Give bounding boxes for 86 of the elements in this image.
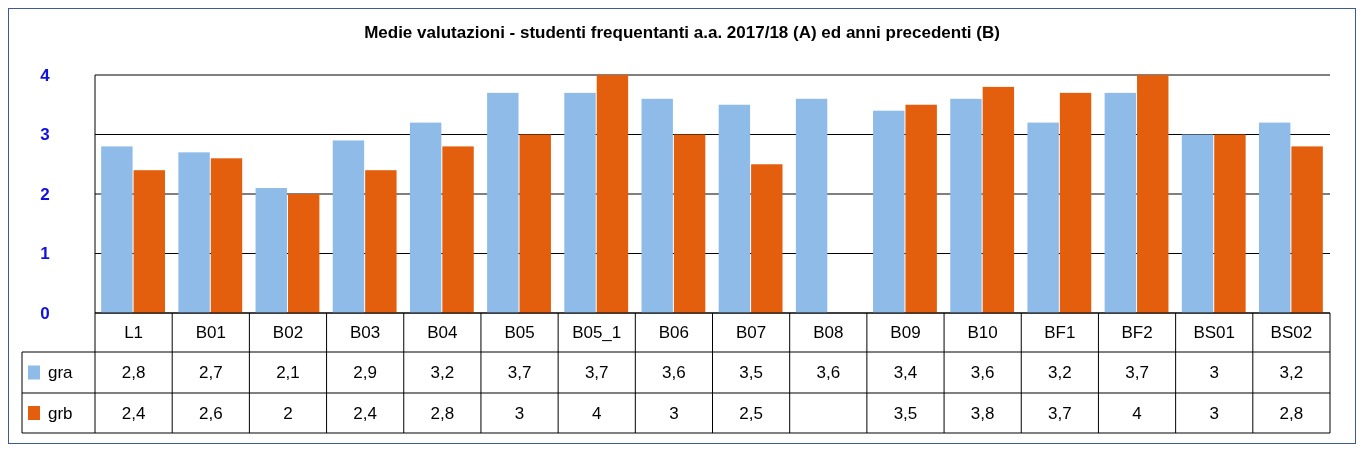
- chart-title: Medie valutazioni - studenti frequentanti a.a. 2017/18 (A) ed anni precedenti (B): [364, 23, 1000, 42]
- data-label: 3,6: [816, 363, 841, 383]
- bar: [873, 110, 905, 313]
- data-label: 2,5: [739, 403, 763, 423]
- bar: [1059, 92, 1092, 313]
- data-label: 3,6: [970, 363, 995, 383]
- x-tick-label: B01: [195, 323, 226, 343]
- x-tick-label: B03: [350, 323, 381, 343]
- bar: [673, 134, 706, 313]
- bar: [564, 92, 596, 313]
- bar: [950, 98, 982, 313]
- x-tick-label: B10: [967, 323, 998, 343]
- data-label: 3,7: [1125, 363, 1149, 383]
- data-label: 3,6: [662, 363, 686, 383]
- data-label: 2,8: [121, 363, 146, 383]
- data-label: 3,8: [970, 403, 995, 423]
- bar: [1181, 134, 1214, 313]
- x-tick-label: B04: [427, 323, 458, 343]
- x-tick-label: L1: [124, 323, 144, 343]
- y-tick-label: 4: [40, 65, 51, 85]
- y-tick-label: 2: [40, 184, 50, 204]
- data-label: 2,8: [430, 403, 455, 423]
- data-label: 3,7: [507, 363, 532, 383]
- bar: [133, 170, 166, 313]
- x-tick-label: B02: [272, 323, 304, 343]
- legend-label: gra: [48, 363, 74, 383]
- bar: [365, 170, 397, 313]
- bar: [1214, 134, 1246, 313]
- bar: [1104, 92, 1137, 313]
- x-tick-label: B05: [504, 323, 535, 343]
- y-tick-label: 1: [40, 244, 50, 264]
- y-tick-label: 3: [40, 125, 50, 145]
- bar: [596, 75, 629, 313]
- data-label: 3,5: [739, 363, 763, 383]
- data-label: 4: [1132, 403, 1142, 423]
- data-label: 3,2: [430, 363, 455, 383]
- y-tick-label: 0: [40, 303, 50, 323]
- bar: [442, 146, 474, 313]
- x-tick-label: B06: [658, 323, 690, 343]
- data-label: 3: [514, 403, 525, 423]
- data-label: 3: [1209, 363, 1219, 383]
- x-tick-label: BF2: [1121, 323, 1153, 343]
- bar: [487, 92, 519, 313]
- x-tick-label: BF1: [1044, 323, 1076, 343]
- x-tick-label: B08: [813, 323, 844, 343]
- data-label: 3,2: [1279, 363, 1304, 383]
- data-label: 3,7: [1048, 403, 1072, 423]
- x-tick-label: BS02: [1270, 323, 1313, 343]
- bar: [210, 158, 243, 313]
- bar: [751, 164, 783, 313]
- bar: [905, 104, 937, 313]
- bar: [409, 122, 442, 313]
- data-label: 2,6: [198, 403, 223, 423]
- bar: [982, 86, 1015, 313]
- bar: [1291, 146, 1323, 313]
- x-tick-label: B07: [735, 323, 767, 343]
- bar: [1027, 122, 1059, 313]
- data-label: 3,4: [893, 363, 918, 383]
- data-label: 2: [283, 403, 293, 423]
- data-label: 4: [591, 403, 602, 423]
- bar: [1137, 75, 1169, 313]
- bar: [332, 140, 365, 313]
- bar: [718, 104, 751, 313]
- bar: [101, 146, 133, 313]
- bar: [255, 188, 287, 313]
- legend-label: grb: [48, 403, 73, 423]
- bar: [519, 134, 551, 313]
- data-label: 2,4: [353, 403, 377, 423]
- x-tick-label: BS01: [1193, 323, 1236, 343]
- bar: [641, 98, 673, 313]
- data-label: 3,2: [1048, 363, 1072, 383]
- x-tick-label: B05_1: [572, 323, 622, 343]
- data-label: 2,9: [353, 363, 377, 383]
- data-label: 3: [669, 403, 679, 423]
- bar: [1258, 122, 1291, 313]
- data-label: 3,7: [584, 363, 609, 383]
- bar: [287, 194, 320, 313]
- bar: [795, 98, 828, 313]
- data-label: 2,1: [276, 363, 300, 383]
- data-label: 3,5: [893, 403, 918, 423]
- data-label: 2,4: [121, 403, 146, 423]
- data-label: 2,7: [198, 363, 223, 383]
- x-tick-label: B09: [890, 323, 921, 343]
- data-label: 2,8: [1279, 403, 1304, 423]
- data-label: 3: [1209, 403, 1219, 423]
- bar: [178, 152, 210, 313]
